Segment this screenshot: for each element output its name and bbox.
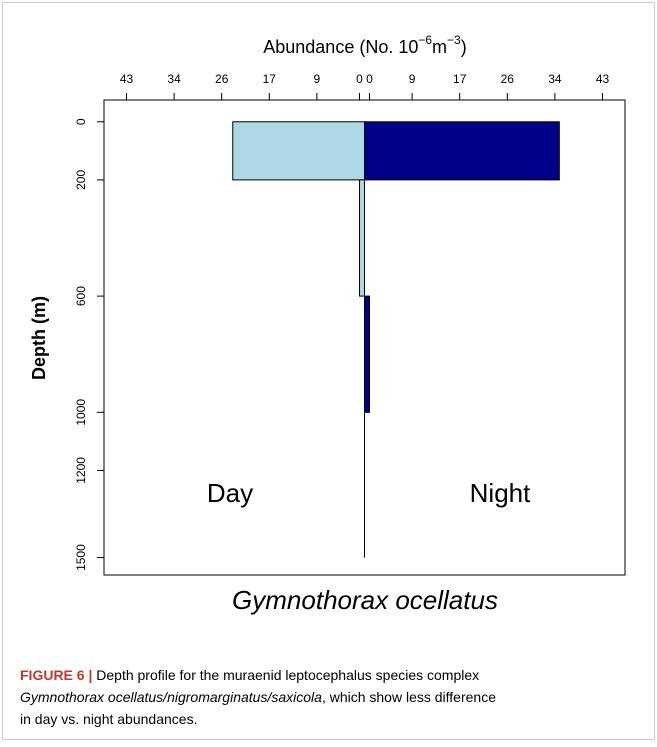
x-tick-label: 26: [501, 72, 515, 86]
x-tick-label: 17: [263, 72, 277, 86]
x-tick-label: 34: [548, 72, 562, 86]
bar: [359, 179, 366, 297]
y-tick-label: 1000: [74, 399, 88, 426]
y-tick-label: 1500: [74, 544, 88, 571]
plot-box: [103, 99, 626, 576]
bar: [364, 121, 560, 181]
caption-line: FIGURE 6 | Depth profile for the muraeni…: [20, 667, 479, 683]
bar: [232, 121, 365, 181]
y-tick-label: 600: [74, 286, 88, 306]
x-tick-label: 0: [356, 72, 363, 86]
x-tick-label: 26: [215, 72, 229, 86]
caption-line: Gymnothorax ocellatus/nigromarginatus/sa…: [20, 689, 496, 705]
x-tick-label: 43: [120, 72, 134, 86]
x-tick-label: 34: [167, 72, 181, 86]
night-label: Night: [470, 478, 531, 508]
x-tick-label: 17: [453, 72, 467, 86]
x-tick-label: 9: [409, 72, 416, 86]
x-axis-title: Abundance (No. 10−6m−3): [263, 33, 466, 57]
y-tick-label: 0: [74, 118, 88, 125]
x-tick-label: 43: [596, 72, 610, 86]
species-name: Gymnothorax ocellatus: [232, 585, 498, 615]
y-tick-label: 200: [74, 170, 88, 190]
day-label: Day: [207, 478, 253, 508]
bar: [364, 295, 370, 413]
y-tick-label: 1200: [74, 457, 88, 484]
x-tick-label: 0: [366, 72, 373, 86]
caption-line: in day vs. night abundances.: [20, 711, 197, 727]
x-tick-label: 9: [314, 72, 321, 86]
y-axis-title: Depth (m): [29, 296, 49, 380]
